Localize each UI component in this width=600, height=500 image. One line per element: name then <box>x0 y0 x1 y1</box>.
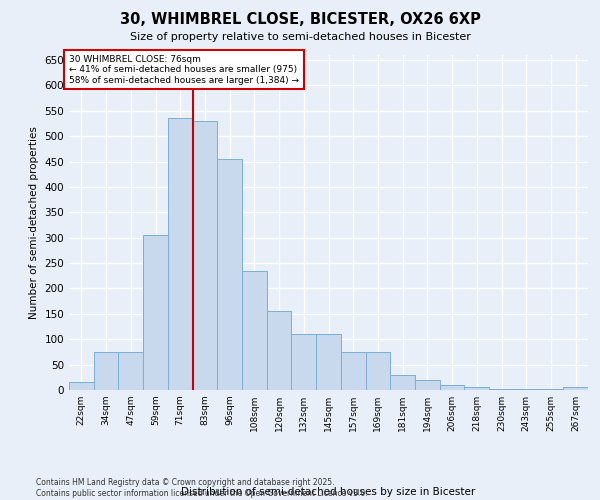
Bar <box>563 388 588 390</box>
Bar <box>94 352 118 390</box>
Text: Contains HM Land Registry data © Crown copyright and database right 2025.
Contai: Contains HM Land Registry data © Crown c… <box>36 478 368 498</box>
Bar <box>464 388 489 390</box>
Bar <box>168 118 193 390</box>
Bar <box>69 382 94 390</box>
Bar <box>365 352 390 390</box>
Bar <box>415 380 440 390</box>
Bar <box>390 375 415 390</box>
Bar <box>143 235 168 390</box>
Text: 30, WHIMBREL CLOSE, BICESTER, OX26 6XP: 30, WHIMBREL CLOSE, BICESTER, OX26 6XP <box>119 12 481 28</box>
Bar <box>118 352 143 390</box>
Bar <box>193 121 217 390</box>
Bar <box>242 270 267 390</box>
Text: 30 WHIMBREL CLOSE: 76sqm
← 41% of semi-detached houses are smaller (975)
58% of : 30 WHIMBREL CLOSE: 76sqm ← 41% of semi-d… <box>69 55 299 85</box>
Bar <box>217 159 242 390</box>
Bar <box>316 334 341 390</box>
Bar <box>440 385 464 390</box>
Bar <box>341 352 365 390</box>
Y-axis label: Number of semi-detached properties: Number of semi-detached properties <box>29 126 39 319</box>
X-axis label: Distribution of semi-detached houses by size in Bicester: Distribution of semi-detached houses by … <box>181 487 476 497</box>
Bar <box>489 389 514 390</box>
Bar <box>292 334 316 390</box>
Text: Size of property relative to semi-detached houses in Bicester: Size of property relative to semi-detach… <box>130 32 470 42</box>
Bar <box>267 312 292 390</box>
